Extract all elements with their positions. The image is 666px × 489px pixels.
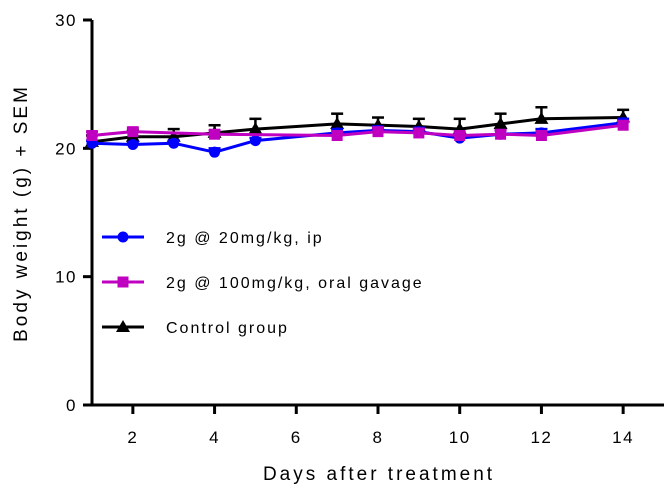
x-tick-label: 10 <box>449 428 471 447</box>
legend-marker-square <box>117 276 129 288</box>
series-line <box>91 116 624 144</box>
y-tick-label: 20 <box>55 139 77 158</box>
data-point-square <box>331 130 343 141</box>
legend-entry: 2g @ 100mg/kg, oral gavage <box>102 275 424 292</box>
data-point-triangle <box>166 129 181 142</box>
x-tick-label: 12 <box>530 428 552 447</box>
legend-label: 2g @ 20mg/kg, ip <box>166 230 324 247</box>
legend-marker-triangle <box>116 320 130 332</box>
legend-entry: 2g @ 20mg/kg, ip <box>102 230 324 247</box>
y-tick-label: 0 <box>66 396 77 415</box>
x-axis-title: Days after treatment <box>263 464 495 485</box>
data-point-triangle <box>534 111 549 124</box>
data-point-circle <box>209 146 221 158</box>
data-point-square <box>86 130 98 141</box>
axes <box>90 20 664 407</box>
series-line <box>91 123 624 137</box>
data-point-square <box>495 128 507 140</box>
data-point-circle <box>127 138 139 150</box>
x-tick-label: 2 <box>127 428 138 447</box>
data-point-triangle <box>493 116 508 129</box>
x-tick-label: 8 <box>373 428 384 447</box>
data-point-square <box>617 119 629 131</box>
legend-entry: Control group <box>102 320 289 337</box>
legend-label: Control group <box>166 320 289 337</box>
series-2 <box>86 119 630 141</box>
x-axis-ticks: 2 4 6 8 10 12 14 <box>127 405 634 447</box>
y-axis-title: Body weight (g) + SEM <box>11 84 32 342</box>
x-tick-label: 6 <box>291 428 302 447</box>
data-point-square <box>209 128 221 140</box>
legend: 2g @ 20mg/kg, ip 2g @ 100mg/kg, oral gava… <box>102 230 424 337</box>
y-tick-label: 10 <box>55 268 77 287</box>
data-point-circle <box>249 135 261 147</box>
data-point-square <box>454 130 466 141</box>
plot-area <box>85 106 631 158</box>
data-point-triangle <box>248 122 263 135</box>
data-point-square <box>535 130 547 141</box>
data-point-triangle <box>330 116 345 129</box>
y-axis-ticks: 0 10 20 30 <box>55 11 92 415</box>
series-3 <box>85 106 631 147</box>
data-point-square <box>372 126 384 138</box>
data-point-square <box>413 127 425 139</box>
legend-marker-circle <box>117 231 129 243</box>
data-point-square <box>127 126 139 138</box>
legend-label: 2g @ 100mg/kg, oral gavage <box>166 275 424 292</box>
y-tick-label: 30 <box>55 11 77 30</box>
x-tick-label: 4 <box>209 428 220 447</box>
x-tick-label: 14 <box>612 428 634 447</box>
data-point-circle <box>168 137 180 149</box>
